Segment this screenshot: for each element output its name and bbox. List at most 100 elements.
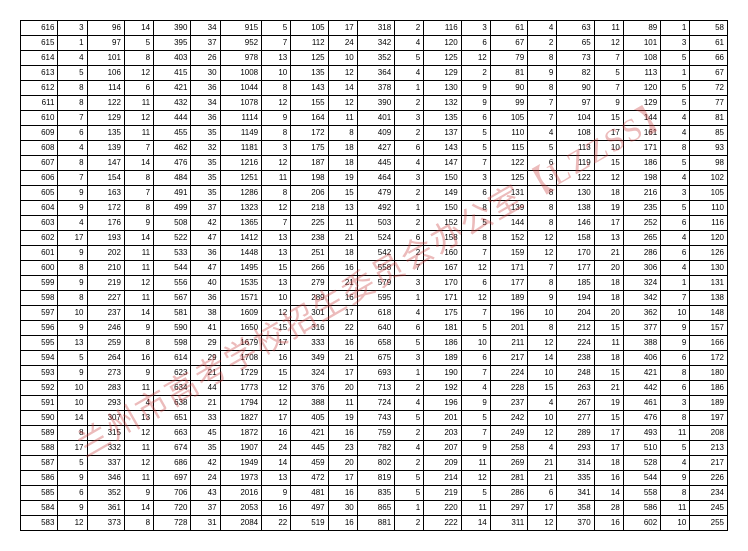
table-cell: 286 bbox=[623, 246, 660, 261]
table-cell: 5 bbox=[395, 411, 424, 426]
table-cell: 8 bbox=[124, 516, 153, 531]
table-cell: 332 bbox=[87, 441, 124, 456]
table-cell: 15 bbox=[262, 366, 291, 381]
table-cell: 952 bbox=[220, 36, 262, 51]
table-cell: 614 bbox=[21, 51, 58, 66]
table-cell: 36 bbox=[191, 246, 220, 261]
table-cell: 602 bbox=[623, 516, 660, 531]
table-cell: 13 bbox=[594, 231, 623, 246]
table-cell: 21 bbox=[328, 351, 357, 366]
table-cell: 154 bbox=[87, 171, 124, 186]
table-cell: 16 bbox=[328, 426, 357, 441]
table-cell: 9 bbox=[262, 111, 291, 126]
table-cell: 249 bbox=[490, 426, 527, 441]
table-cell: 237 bbox=[490, 396, 527, 411]
table-cell: 267 bbox=[557, 396, 594, 411]
table-cell: 720 bbox=[154, 501, 191, 516]
table-cell: 1907 bbox=[220, 441, 262, 456]
table-cell: 1044 bbox=[220, 81, 262, 96]
table-cell: 491 bbox=[154, 186, 191, 201]
table-cell: 12 bbox=[528, 231, 557, 246]
table-cell: 782 bbox=[357, 441, 394, 456]
table-cell: 170 bbox=[424, 276, 461, 291]
table-cell: 5 bbox=[262, 21, 291, 36]
table-cell: 5 bbox=[58, 456, 87, 471]
table-cell: 81 bbox=[490, 66, 527, 81]
table-cell: 1827 bbox=[220, 411, 262, 426]
table-cell: 17 bbox=[594, 441, 623, 456]
table-cell: 5 bbox=[661, 96, 690, 111]
table-cell: 90 bbox=[557, 81, 594, 96]
table-cell: 171 bbox=[623, 141, 660, 156]
table-cell: 89 bbox=[623, 21, 660, 36]
table-row: 5951325985982916791733316658518610211122… bbox=[21, 336, 728, 351]
table-cell: 3 bbox=[395, 276, 424, 291]
table-cell: 113 bbox=[557, 141, 594, 156]
table-cell: 608 bbox=[21, 141, 58, 156]
table-cell: 5 bbox=[594, 66, 623, 81]
table-cell: 12 bbox=[594, 36, 623, 51]
table-cell: 160 bbox=[424, 246, 461, 261]
table-cell: 96 bbox=[87, 21, 124, 36]
table-cell: 301 bbox=[291, 306, 328, 321]
table-cell: 640 bbox=[357, 321, 394, 336]
table-cell: 9 bbox=[594, 96, 623, 111]
table-row: 5831237387283120842251916881222214311123… bbox=[21, 516, 728, 531]
table-cell: 2 bbox=[395, 516, 424, 531]
table-cell: 14 bbox=[124, 231, 153, 246]
table-cell: 4 bbox=[395, 396, 424, 411]
table-cell: 579 bbox=[357, 276, 394, 291]
table-cell: 324 bbox=[291, 366, 328, 381]
table-cell: 8 bbox=[528, 51, 557, 66]
table-cell: 481 bbox=[291, 486, 328, 501]
table-row: 5971023714581381609123011761841757196102… bbox=[21, 306, 728, 321]
table-cell: 73 bbox=[557, 51, 594, 66]
table-cell: 12 bbox=[262, 201, 291, 216]
table-cell: 4 bbox=[661, 456, 690, 471]
table-cell: 390 bbox=[357, 96, 394, 111]
table-cell: 7 bbox=[661, 291, 690, 306]
table-cell: 21 bbox=[191, 396, 220, 411]
table-cell: 11 bbox=[124, 96, 153, 111]
table-cell: 17 bbox=[58, 441, 87, 456]
table-cell: 14 bbox=[124, 21, 153, 36]
table-cell: 144 bbox=[490, 216, 527, 231]
table-cell: 23 bbox=[328, 441, 357, 456]
table-cell: 1 bbox=[661, 276, 690, 291]
table-cell: 4 bbox=[661, 261, 690, 276]
table-cell: 623 bbox=[154, 366, 191, 381]
table-cell: 66 bbox=[690, 51, 728, 66]
table-cell: 34 bbox=[191, 96, 220, 111]
table-cell: 7 bbox=[395, 261, 424, 276]
table-container: 6163961439034915510517318211636146311891… bbox=[20, 20, 728, 531]
table-cell: 1 bbox=[395, 201, 424, 216]
table-cell: 20 bbox=[594, 261, 623, 276]
table-cell: 4 bbox=[661, 111, 690, 126]
table-row: 6059163749135128682061547921496131813018… bbox=[21, 186, 728, 201]
table-cell: 6 bbox=[661, 216, 690, 231]
table-cell: 611 bbox=[21, 96, 58, 111]
table-cell: 224 bbox=[557, 336, 594, 351]
table-cell: 131 bbox=[490, 186, 527, 201]
table-cell: 206 bbox=[291, 186, 328, 201]
table-cell: 8 bbox=[124, 336, 153, 351]
table-cell: 130 bbox=[424, 81, 461, 96]
table-cell: 1365 bbox=[220, 216, 262, 231]
table-cell: 37 bbox=[191, 36, 220, 51]
table-cell: 167 bbox=[424, 261, 461, 276]
table-cell: 189 bbox=[690, 396, 728, 411]
table-cell: 130 bbox=[557, 186, 594, 201]
table-cell: 44 bbox=[191, 381, 220, 396]
table-cell: 1078 bbox=[220, 96, 262, 111]
table-cell: 129 bbox=[623, 96, 660, 111]
table-cell: 8 bbox=[262, 186, 291, 201]
table-cell: 346 bbox=[87, 471, 124, 486]
table-cell: 12 bbox=[328, 96, 357, 111]
table-cell: 8 bbox=[661, 366, 690, 381]
table-cell: 459 bbox=[291, 456, 328, 471]
table-cell: 9 bbox=[528, 66, 557, 81]
table-cell: 598 bbox=[21, 291, 58, 306]
table-cell: 9 bbox=[58, 501, 87, 516]
table-cell: 1708 bbox=[220, 351, 262, 366]
table-cell: 5 bbox=[395, 486, 424, 501]
